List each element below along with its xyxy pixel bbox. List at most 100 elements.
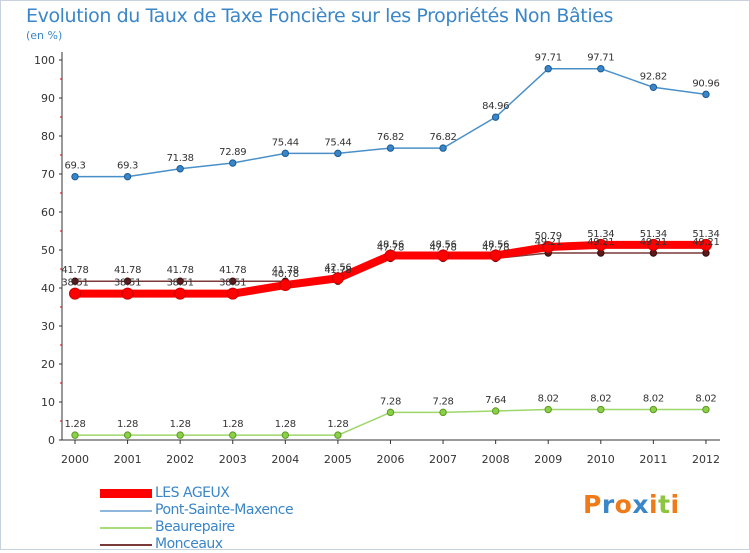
logo-letter: i — [670, 490, 680, 519]
data-label-les-ageux: 38.51 — [114, 278, 141, 289]
data-label-monceaux: 41.78 — [61, 265, 88, 276]
x-tick-label: 2001 — [114, 453, 142, 466]
data-point-les-ageux — [384, 249, 397, 262]
data-label-pont-sainte-maxence: 69.3 — [117, 161, 138, 172]
data-label-les-ageux: 51.34 — [640, 229, 667, 240]
data-point-monceaux — [123, 277, 132, 285]
proxiti-logo: Proxiti — [583, 490, 680, 519]
data-label-les-ageux: 38.51 — [167, 278, 194, 289]
legend-label: Pont-Sainte-Maxence — [155, 502, 294, 518]
data-label-les-ageux: 51.34 — [692, 229, 719, 240]
data-label-monceaux: 47.78 — [377, 242, 404, 253]
y-tick-label: 10 — [41, 396, 55, 409]
data-label-les-ageux: 38.51 — [219, 278, 246, 289]
chart-subtitle: (en %) — [26, 29, 63, 42]
data-label-monceaux: 41.78 — [219, 265, 246, 276]
legend-label: Beaurepaire — [155, 519, 235, 535]
data-label-beaurepaire: 8.02 — [695, 394, 716, 405]
data-label-pont-sainte-maxence: 69.3 — [64, 161, 85, 172]
data-label-beaurepaire: 1.28 — [64, 419, 85, 430]
data-point-pont-sainte-maxence — [544, 65, 552, 73]
data-label-beaurepaire: 7.28 — [433, 396, 454, 407]
x-tick-label: 2009 — [534, 453, 562, 466]
data-label-pont-sainte-maxence: 75.44 — [272, 137, 299, 148]
data-label-monceaux: 49.21 — [640, 237, 667, 248]
data-point-les-ageux — [69, 287, 81, 300]
data-label-beaurepaire: 8.02 — [538, 394, 559, 405]
x-tick-label: 2004 — [271, 453, 299, 466]
data-label-pont-sainte-maxence: 84.96 — [482, 101, 509, 112]
x-tick-label: 2003 — [219, 453, 247, 466]
x-tick-label: 2012 — [692, 453, 720, 466]
y-tick-label: 60 — [41, 206, 55, 219]
legend-label: LES AGEUX — [155, 485, 230, 501]
data-label-les-ageux: 50.79 — [535, 231, 562, 242]
data-label-monceaux: 41.78 — [167, 265, 194, 276]
data-label-beaurepaire: 1.28 — [327, 419, 348, 430]
data-label-pont-sainte-maxence: 72.89 — [219, 147, 246, 158]
data-label-les-ageux: 48.56 — [429, 239, 456, 250]
data-point-pont-sainte-maxence — [491, 113, 500, 121]
data-point-pont-sainte-maxence — [71, 172, 79, 181]
data-point-les-ageux — [542, 240, 555, 253]
data-label-monceaux: 49.21 — [587, 237, 614, 248]
data-label-pont-sainte-maxence: 97.71 — [587, 53, 614, 64]
data-point-pont-sainte-maxence — [334, 149, 342, 158]
data-label-monceaux: 41.78 — [272, 265, 299, 276]
y-tick-label: 50 — [41, 244, 55, 257]
data-point-beaurepaire — [281, 431, 290, 439]
logo-letter: P — [583, 490, 602, 519]
legend-label: Monceaux — [155, 536, 223, 552]
data-label-monceaux: 49.21 — [692, 237, 719, 248]
data-point-les-ageux — [226, 287, 239, 300]
data-label-monceaux: 41.78 — [324, 265, 351, 276]
chart-title: Evolution du Taux de Taxe Foncière sur l… — [26, 5, 614, 27]
y-tick-label: 70 — [41, 168, 55, 181]
legend-swatch — [100, 510, 152, 512]
y-tick-label: 80 — [41, 130, 55, 143]
data-label-beaurepaire: 8.02 — [590, 394, 611, 405]
data-label-pont-sainte-maxence: 71.38 — [167, 153, 194, 164]
data-point-beaurepaire — [71, 431, 79, 439]
data-label-monceaux: 47.78 — [482, 242, 509, 253]
x-tick-label: 2010 — [587, 453, 615, 466]
data-point-monceaux — [229, 277, 237, 285]
data-label-beaurepaire: 1.28 — [222, 419, 243, 430]
y-tick-label: 90 — [41, 92, 55, 105]
data-point-les-ageux — [174, 287, 187, 300]
data-point-beaurepaire — [334, 431, 342, 439]
x-tick-label: 2002 — [166, 453, 194, 466]
logo-letter: r — [601, 490, 615, 519]
data-point-pont-sainte-maxence — [176, 165, 184, 173]
data-label-beaurepaire: 1.28 — [170, 419, 191, 430]
data-point-pont-sainte-maxence — [281, 149, 290, 158]
data-label-beaurepaire: 1.28 — [275, 419, 296, 430]
y-tick-label: 40 — [41, 282, 55, 295]
data-point-beaurepaire — [491, 407, 500, 415]
logo-letter: o — [614, 490, 633, 519]
data-point-beaurepaire — [123, 431, 132, 439]
data-point-pont-sainte-maxence — [439, 144, 447, 152]
data-point-les-ageux — [437, 249, 450, 262]
data-label-pont-sainte-maxence: 90.96 — [692, 78, 719, 89]
data-point-pont-sainte-maxence — [386, 144, 395, 152]
data-label-les-ageux: 48.56 — [482, 239, 509, 250]
x-tick-label: 2000 — [61, 453, 89, 466]
x-tick-label: 2008 — [482, 453, 510, 466]
data-point-beaurepaire — [544, 405, 552, 414]
data-label-pont-sainte-maxence: 76.82 — [377, 132, 404, 143]
data-point-les-ageux — [699, 238, 712, 251]
data-point-les-ageux — [121, 287, 134, 300]
data-point-les-ageux — [331, 272, 344, 285]
x-tick-label: 2006 — [376, 453, 404, 466]
data-point-beaurepaire — [649, 405, 658, 414]
logo-letter: x — [632, 490, 649, 519]
data-label-monceaux: 41.78 — [114, 265, 141, 276]
data-point-les-ageux — [489, 249, 502, 262]
data-point-pont-sainte-maxence — [702, 90, 710, 99]
data-label-pont-sainte-maxence: 75.44 — [324, 137, 351, 148]
y-tick-label: 30 — [41, 320, 55, 333]
data-label-monceaux: 49.21 — [535, 237, 562, 248]
data-label-beaurepaire: 8.02 — [643, 394, 664, 405]
